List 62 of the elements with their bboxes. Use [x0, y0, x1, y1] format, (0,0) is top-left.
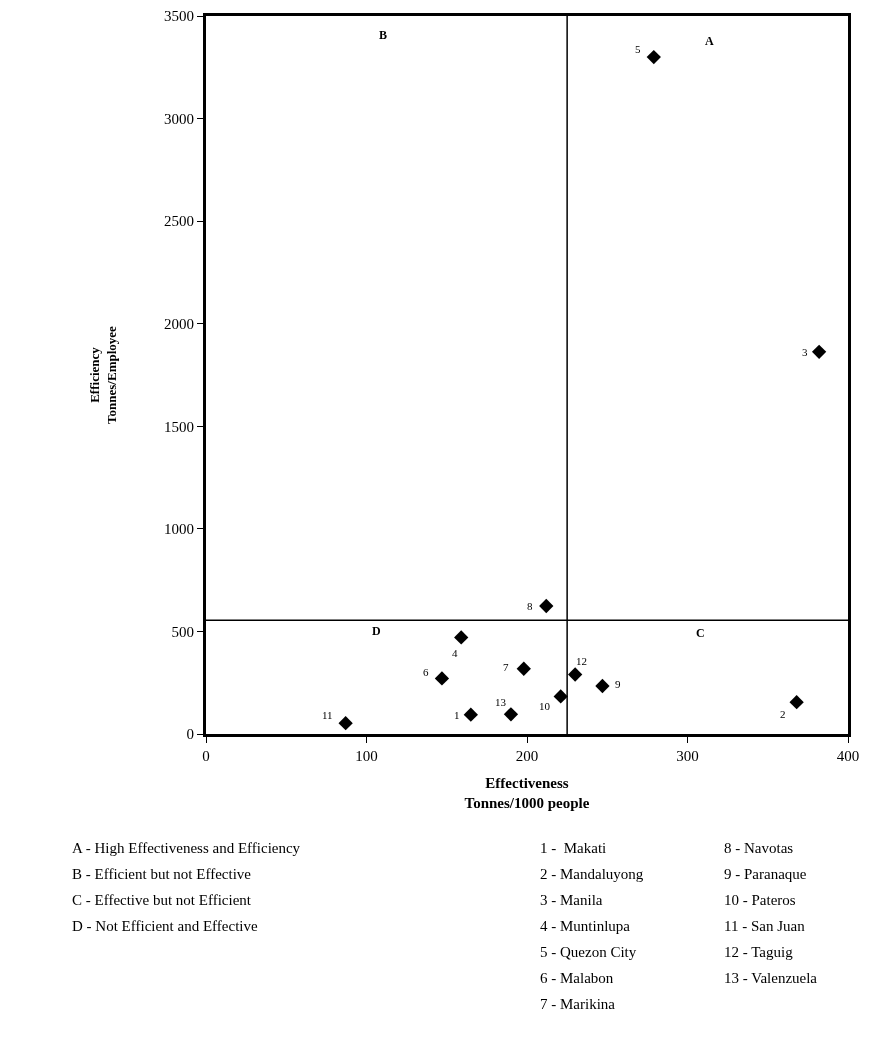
- text: 9 - Paranaque: [724, 866, 807, 882]
- annotation: 5: [635, 43, 641, 55]
- x-axis-title: Effectiveness Tonnes/1000 people: [464, 775, 590, 811]
- annotation: D: [372, 624, 381, 638]
- annotation: C: [696, 626, 705, 640]
- text: 6 - Malabon: [540, 970, 614, 986]
- text: 7 - Marikina: [540, 996, 616, 1012]
- text: 8 - Navotas: [724, 840, 794, 856]
- text: 10 - Pateros: [724, 892, 796, 908]
- y-tick-label: 1500: [164, 418, 194, 435]
- text: 12 - Taguig: [724, 944, 794, 960]
- y-tick-label: 3000: [164, 110, 194, 127]
- x-tick-label: 0: [202, 748, 210, 764]
- text: B - Efficient but not Effective: [72, 866, 252, 882]
- point: [463, 707, 478, 722]
- y-tick-label: 3500: [164, 8, 194, 25]
- text: 4 - Muntinlupa: [540, 918, 631, 934]
- point: [811, 344, 827, 359]
- point: [553, 689, 568, 704]
- point: [568, 667, 583, 682]
- annotation: 8: [527, 600, 533, 612]
- x-tick-label: 200: [515, 748, 539, 764]
- annotation: 7: [503, 661, 509, 673]
- annotation: 11: [322, 709, 333, 721]
- annotation: 4: [452, 647, 458, 659]
- text: C - Effective but not Efficient: [72, 892, 252, 908]
- annotation: 6: [423, 666, 429, 678]
- text: D - Not Efficient and Effective: [72, 918, 258, 934]
- text: 1 - Makati: [540, 840, 607, 856]
- point: [338, 715, 353, 731]
- text: 13 - Valenzuela: [724, 970, 818, 986]
- annotation: 3: [802, 346, 808, 358]
- point: [595, 678, 610, 694]
- x-tick-label: 400: [836, 748, 860, 764]
- point: [646, 49, 661, 65]
- text: 5 - Quezon City: [540, 944, 637, 960]
- text: 3 - Manila: [540, 892, 603, 908]
- y-tick-label: 1000: [164, 521, 194, 538]
- y-tick-label: 2000: [164, 315, 194, 332]
- x-tick-label: 100: [355, 748, 378, 764]
- point: [454, 630, 469, 645]
- text: 2 - Mandaluyong: [540, 866, 644, 882]
- annotation: A: [705, 34, 714, 48]
- annotation: 9: [615, 678, 621, 690]
- point: [503, 707, 519, 722]
- annotation: 10: [539, 700, 551, 712]
- y-tick-label: 0: [186, 726, 194, 743]
- annotation: 12: [576, 655, 587, 667]
- point: [789, 695, 804, 710]
- text: 11 - San Juan: [724, 918, 806, 934]
- annotation: 13: [495, 696, 507, 708]
- text: A - High Effectiveness and Efficiency: [72, 840, 301, 856]
- y-axis-title: Efficiency Tonnes/Employee: [87, 325, 119, 424]
- y-tick-label: 2500: [164, 213, 194, 230]
- point: [434, 671, 450, 686]
- annotation: 2: [780, 708, 786, 720]
- x-tick-label: 300: [676, 748, 699, 764]
- point: [539, 598, 554, 614]
- point: [516, 661, 531, 676]
- annotation: 1: [454, 709, 460, 721]
- annotation: B: [379, 28, 388, 42]
- y-tick-label: 500: [171, 623, 194, 640]
